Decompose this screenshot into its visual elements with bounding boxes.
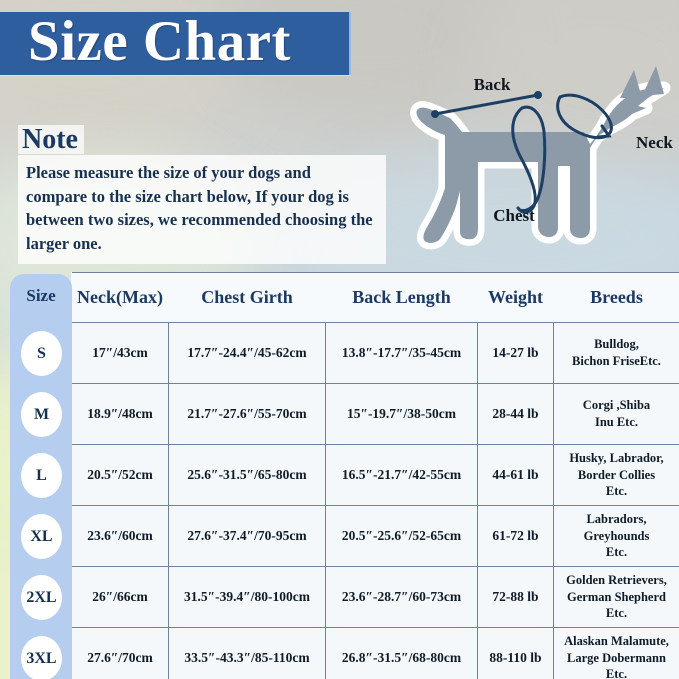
table-body: 17″/43cm 17.7″-24.4″/45-62cm 13.8″-17.7″/3… bbox=[71, 322, 679, 679]
table-row: 18.9″/48cm 21.7″-27.6″/55-70cm 15″-19.7″/3… bbox=[71, 383, 679, 445]
back-endpoint-dot bbox=[431, 110, 439, 118]
cell-weight: 14-27 lb bbox=[477, 322, 554, 384]
header-row: Neck(Max) Chest Girth Back Length Weight… bbox=[71, 272, 679, 323]
page-title: Size Chart bbox=[28, 10, 292, 73]
dog-measurement-illustration: Back Chest Neck bbox=[398, 36, 679, 272]
cell-weight: 61-72 lb bbox=[477, 505, 554, 567]
neck-measure-loop bbox=[556, 93, 613, 140]
size-badge-3xl: 3XL bbox=[21, 636, 62, 679]
cell-neck: 18.9″/48cm bbox=[71, 383, 169, 445]
cell-back: 20.5″-25.6″/52-65cm bbox=[325, 505, 478, 567]
cell-back: 26.8″-31.5″/68-80cm bbox=[325, 627, 478, 679]
back-label: Back bbox=[474, 75, 511, 94]
cell-neck: 23.6″/60cm bbox=[71, 505, 169, 567]
cell-neck: 20.5″/52cm bbox=[71, 444, 169, 506]
size-badge-2xl: 2XL bbox=[21, 575, 62, 620]
cell-chest: 31.5″-39.4″/80-100cm bbox=[168, 566, 326, 628]
column-header-breeds: Breeds bbox=[553, 272, 679, 323]
table-row: 20.5″/52cm 25.6″-31.5″/65-80cm 16.5″-21.7″… bbox=[71, 444, 679, 506]
column-header-chest: Chest Girth bbox=[168, 272, 326, 323]
size-column-header: Size bbox=[26, 286, 56, 305]
cell-breeds: Labradors, Greyhounds Etc. bbox=[553, 505, 679, 567]
table-row: 17″/43cm 17.7″-24.4″/45-62cm 13.8″-17.7″/3… bbox=[71, 322, 679, 384]
size-badge-m: M bbox=[21, 392, 62, 437]
cell-neck: 17″/43cm bbox=[71, 322, 169, 384]
cell-weight: 88-110 lb bbox=[477, 627, 554, 679]
note-text: Please measure the size of your dogs and… bbox=[18, 155, 386, 265]
cell-breeds: Husky, Labrador, Border Collies Etc. bbox=[553, 444, 679, 506]
chest-measure-loop bbox=[511, 105, 547, 214]
cell-back: 16.5″-21.7″/42-55cm bbox=[325, 444, 478, 506]
column-header-weight: Weight bbox=[477, 272, 554, 323]
cell-weight: 72-88 lb bbox=[477, 566, 554, 628]
title-banner: Size Chart bbox=[0, 10, 351, 75]
cell-back: 23.6″-28.7″/60-73cm bbox=[325, 566, 478, 628]
cell-breeds: Alaskan Malamute, Large Dobermann Etc. bbox=[553, 627, 679, 679]
cell-weight: 44-61 lb bbox=[477, 444, 554, 506]
dog-silhouette-icon bbox=[410, 66, 671, 250]
size-column-panel: Size S M L XL 2XL 3XL bbox=[10, 274, 72, 679]
size-badge-xl: XL bbox=[21, 514, 62, 559]
cell-breeds: Golden Retrievers, German Shepherd Etc. bbox=[553, 566, 679, 628]
table-row: 26″/66cm 31.5″-39.4″/80-100cm 23.6″-28.7″/… bbox=[71, 566, 679, 628]
neck-label: Neck bbox=[636, 133, 673, 152]
cell-breeds: Bulldog, Bichon FriseEtc. bbox=[553, 322, 679, 384]
cell-chest: 21.7″-27.6″/55-70cm bbox=[168, 383, 326, 445]
cell-chest: 17.7″-24.4″/45-62cm bbox=[168, 322, 326, 384]
note-heading: Note bbox=[18, 125, 84, 154]
cell-chest: 25.6″-31.5″/65-80cm bbox=[168, 444, 326, 506]
cell-back: 15″-19.7″/38-50cm bbox=[325, 383, 478, 445]
column-header-back: Back Length bbox=[325, 272, 478, 323]
cell-back: 13.8″-17.7″/35-45cm bbox=[325, 322, 478, 384]
note-block: Note Please measure the size of your dog… bbox=[18, 125, 386, 265]
chest-label: Chest bbox=[493, 206, 535, 225]
table-row: 23.6″/60cm 27.6″-37.4″/70-95cm 20.5″-25.6″… bbox=[71, 505, 679, 567]
column-header-neck: Neck(Max) bbox=[71, 272, 169, 323]
size-chart-table: Neck(Max) Chest Girth Back Length Weight… bbox=[71, 272, 679, 679]
cell-breeds: Corgi ,Shiba Inu Etc. bbox=[553, 383, 679, 445]
table-header: Neck(Max) Chest Girth Back Length Weight… bbox=[71, 272, 679, 323]
cell-neck: 26″/66cm bbox=[71, 566, 169, 628]
cell-weight: 28-44 lb bbox=[477, 383, 554, 445]
size-badge-s: S bbox=[21, 331, 62, 376]
back-endpoint-dot bbox=[534, 91, 542, 99]
back-measure-line bbox=[433, 93, 540, 116]
cell-chest: 33.5″-43.3″/85-110cm bbox=[168, 627, 326, 679]
table-row: 27.6″/70cm 33.5″-43.3″/85-110cm 26.8″-31.5… bbox=[71, 627, 679, 679]
cell-chest: 27.6″-37.4″/70-95cm bbox=[168, 505, 326, 567]
cell-neck: 27.6″/70cm bbox=[71, 627, 169, 679]
size-badge-l: L bbox=[21, 453, 62, 498]
